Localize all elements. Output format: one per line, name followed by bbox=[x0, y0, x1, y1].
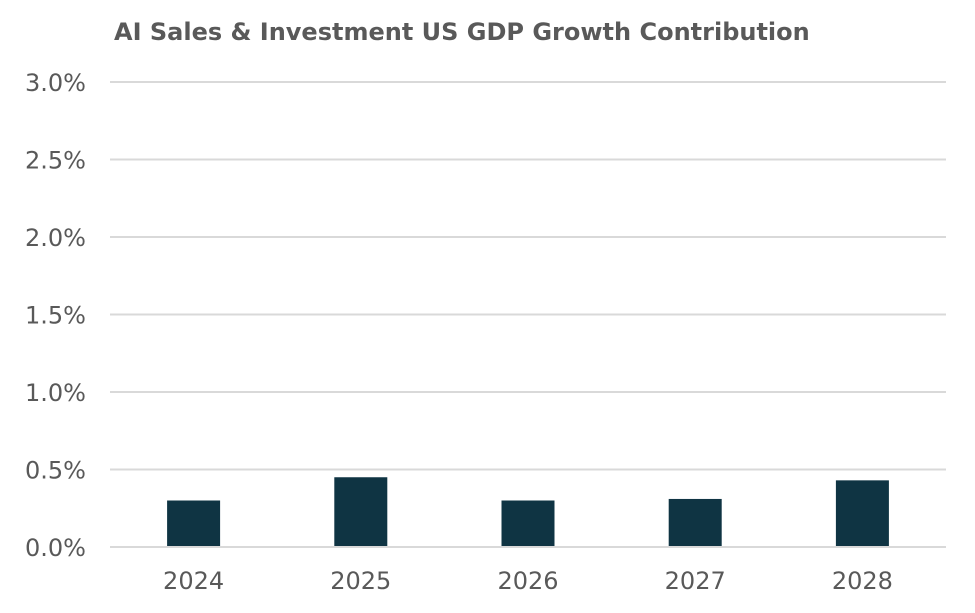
y-axis-tick-labels: 0.0% 0.5% 1.0% 1.5% 2.0% 2.5% 3.0% bbox=[25, 69, 86, 562]
bar-2027 bbox=[668, 498, 722, 547]
bar-2025 bbox=[334, 477, 388, 547]
y-tick-label: 0.5% bbox=[25, 457, 86, 485]
x-tick-label: 2024 bbox=[163, 567, 224, 595]
x-tick-label: 2025 bbox=[330, 567, 391, 595]
y-tick-label: 1.0% bbox=[25, 379, 86, 407]
bar-2028 bbox=[835, 480, 889, 547]
bar-2024 bbox=[167, 500, 221, 547]
y-tick-label: 2.5% bbox=[25, 147, 86, 175]
x-axis-tick-labels: 2024 2025 2026 2027 2028 bbox=[163, 567, 893, 595]
y-tick-label: 0.0% bbox=[25, 534, 86, 562]
x-tick-label: 2027 bbox=[665, 567, 726, 595]
y-tick-label: 1.5% bbox=[25, 302, 86, 330]
x-tick-label: 2028 bbox=[832, 567, 893, 595]
y-tick-label: 3.0% bbox=[25, 69, 86, 97]
y-tick-label: 2.0% bbox=[25, 224, 86, 252]
x-tick-label: 2026 bbox=[497, 567, 558, 595]
bar-2026 bbox=[501, 500, 555, 547]
gridlines bbox=[110, 81, 946, 471]
chart-title: AI Sales & Investment US GDP Growth Cont… bbox=[114, 18, 810, 46]
bars bbox=[167, 477, 889, 547]
